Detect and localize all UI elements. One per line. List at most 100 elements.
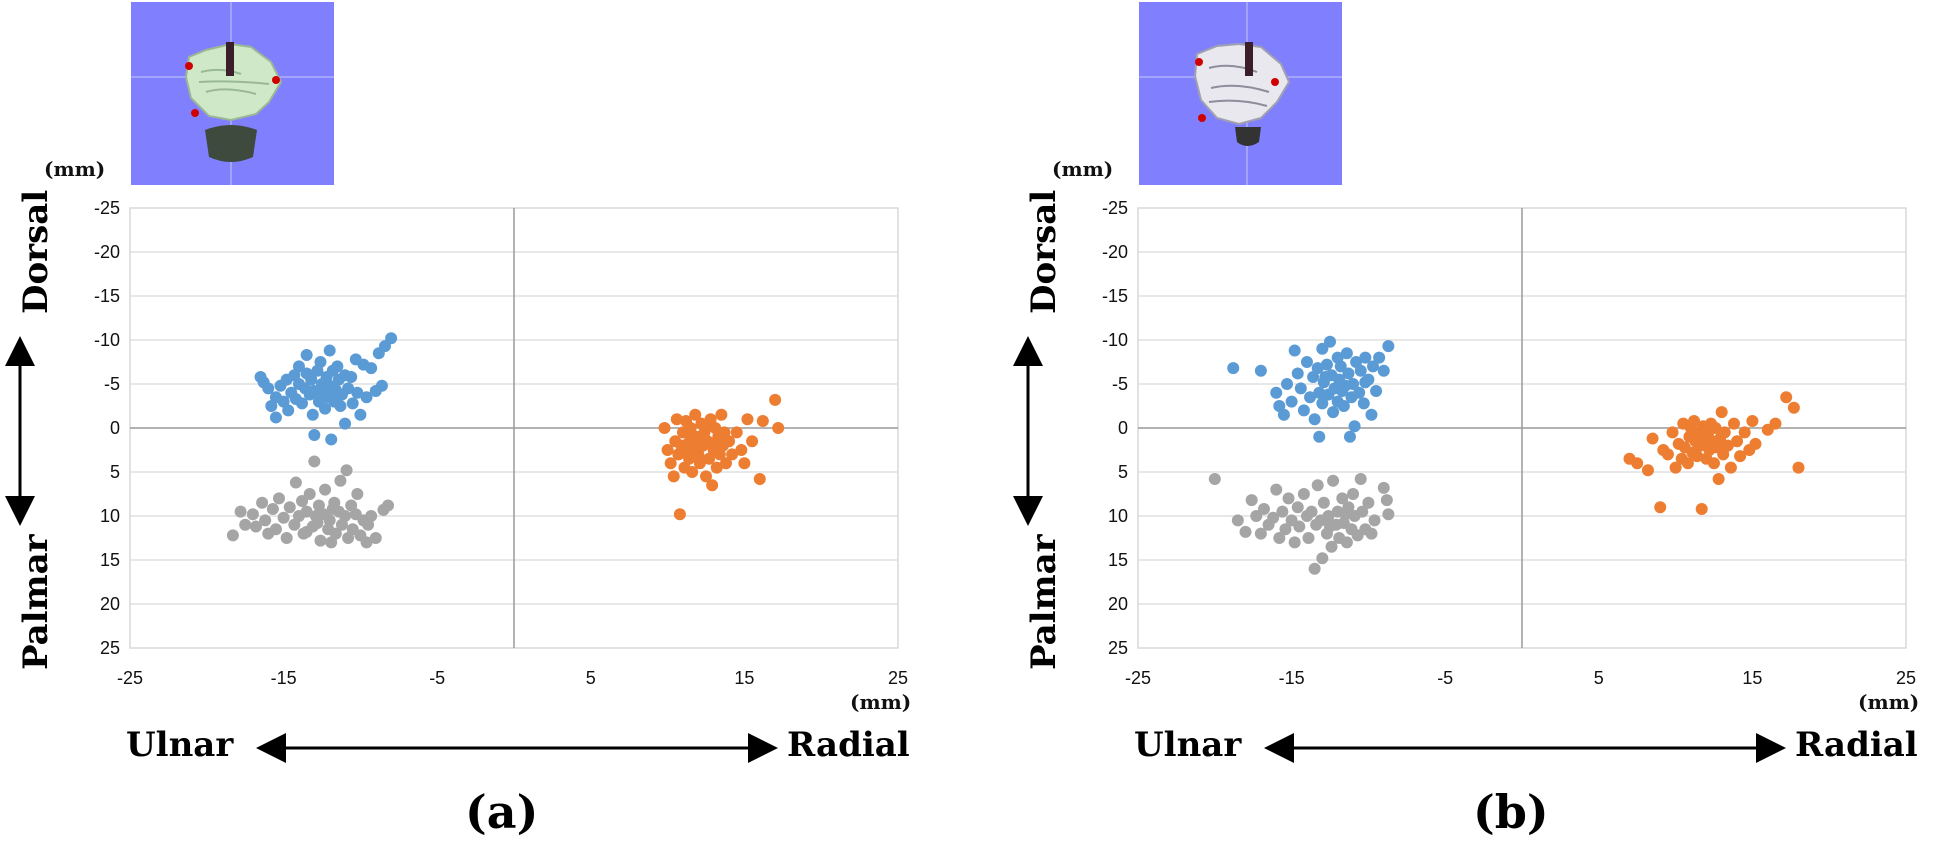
bone-model-inset <box>131 2 334 185</box>
gray-point <box>382 499 395 512</box>
gray-point <box>326 502 339 515</box>
gray-point <box>319 483 332 496</box>
y-tick-label: -15 <box>94 286 120 306</box>
y-tick-label: -5 <box>1112 374 1128 394</box>
x-axis-unit: (mm) <box>1858 690 1920 714</box>
y-tick-label: -25 <box>94 198 120 218</box>
orange-point <box>710 461 723 474</box>
orange-point <box>1654 501 1667 514</box>
blue-point <box>1320 358 1333 371</box>
blue-point <box>1340 347 1353 360</box>
blue-point <box>296 397 309 410</box>
y-axis-unit: (mm) <box>44 157 106 181</box>
blue-point <box>331 360 344 373</box>
x-tick-label: 15 <box>1742 668 1762 688</box>
orange-point <box>707 437 720 450</box>
gray-point <box>1279 523 1292 536</box>
x-tick-label: 25 <box>1896 668 1916 688</box>
gray-point <box>289 476 302 489</box>
gray-point <box>1317 496 1330 509</box>
orange-point <box>1695 502 1708 515</box>
orange-point <box>1749 437 1762 450</box>
blue-point <box>1359 376 1372 389</box>
orange-point <box>719 457 732 470</box>
x-tick-label: 15 <box>734 668 754 688</box>
orange-point <box>756 414 769 427</box>
orange-point <box>693 457 706 470</box>
gray-point <box>256 496 269 509</box>
gray-point <box>1270 483 1283 496</box>
y-tick-label: 0 <box>1118 418 1128 438</box>
blue-point <box>1350 356 1363 368</box>
gray-point <box>325 536 338 549</box>
orange-point <box>726 448 739 461</box>
panel-label-b: (b) <box>1473 785 1549 839</box>
x-tick-label: -15 <box>271 668 297 688</box>
panel-label-a: (a) <box>465 785 539 839</box>
gray-point <box>1208 473 1221 486</box>
gray-point <box>314 534 327 547</box>
orange-point <box>715 408 728 421</box>
blue-point <box>1316 342 1329 355</box>
gray-point <box>308 455 321 468</box>
y-tick-label: 15 <box>1108 550 1128 570</box>
gray-point <box>303 488 316 500</box>
y-tick-label: 25 <box>100 638 120 658</box>
blue-point <box>1348 420 1361 433</box>
orange-point <box>1731 435 1744 448</box>
y-tick-label: -15 <box>1102 286 1128 306</box>
gray-point <box>300 505 313 518</box>
blue-point <box>360 391 373 404</box>
x-tick-label: 5 <box>586 668 596 688</box>
gray-point <box>312 499 325 512</box>
blue-point <box>325 433 338 446</box>
blue-point <box>1342 367 1355 380</box>
x-tick-label: -15 <box>1279 668 1305 688</box>
gray-point <box>1336 492 1349 505</box>
dorsal-label: Dorsal <box>1024 189 1064 314</box>
gray-point <box>1324 520 1336 533</box>
blue-point <box>1373 351 1386 364</box>
gray-point <box>1368 514 1381 527</box>
gray-point <box>369 532 382 544</box>
blue-point <box>1227 362 1240 375</box>
orange-point <box>1661 448 1674 461</box>
blue-point <box>282 404 295 417</box>
orange-point <box>703 452 716 465</box>
orange-point <box>667 470 680 483</box>
x-tick-label: 25 <box>888 668 908 688</box>
gray-point <box>1291 501 1304 514</box>
blue-point <box>1316 397 1329 410</box>
gray-point <box>269 523 282 536</box>
blue-point <box>1313 386 1326 399</box>
blue-point <box>1365 408 1378 421</box>
bone-model-white-icon <box>1139 2 1342 185</box>
gray-point <box>345 499 358 512</box>
y-tick-label: 25 <box>1108 638 1128 658</box>
x-tick-label: -5 <box>429 668 445 688</box>
blue-point <box>1367 360 1380 373</box>
blue-point <box>351 386 364 399</box>
blue-point <box>1319 370 1332 383</box>
gray-point <box>1245 494 1258 507</box>
gray-point <box>334 474 347 487</box>
y-axis-unit: (mm) <box>1052 157 1114 181</box>
gray-point <box>1316 552 1329 565</box>
gray-point <box>1308 562 1321 575</box>
orange-point <box>1709 422 1722 434</box>
gray-point <box>1273 532 1286 544</box>
scatter-chart-b: -25 -20 -15 -10 -5 0 5 10 15 20 25 -25 -15 -5 5 15 25 <box>1013 198 1916 763</box>
orange-point <box>1688 414 1701 427</box>
orange-point <box>1681 457 1694 470</box>
gray-point <box>1339 508 1352 521</box>
orange-point <box>1631 457 1644 470</box>
gray-point <box>277 511 290 524</box>
orange-point <box>738 457 751 470</box>
y-tick-label: -25 <box>1102 198 1128 218</box>
gray-point <box>1257 502 1270 515</box>
x-axis-unit: (mm) <box>850 690 912 714</box>
orange-point <box>664 457 677 470</box>
gray-point <box>1322 510 1335 522</box>
blue-point <box>1313 430 1326 443</box>
blue-point <box>323 344 336 357</box>
